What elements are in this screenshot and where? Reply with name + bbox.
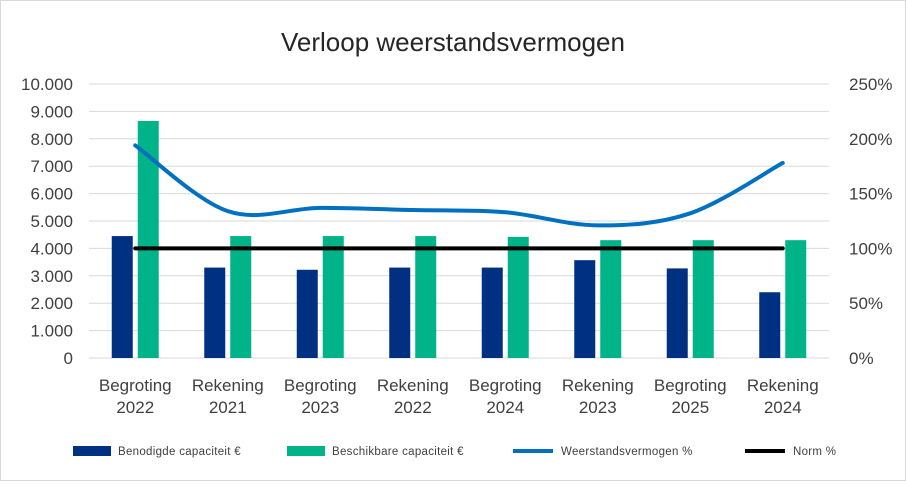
bar [296, 269, 318, 358]
right-tick-label: 100% [849, 239, 892, 258]
right-tick-label: 250% [849, 75, 892, 94]
legend-label: Beschikbare capaciteit € [332, 446, 464, 458]
category-label: Begroting 2025 [654, 376, 727, 417]
series-line [133, 143, 785, 228]
bar [785, 240, 807, 358]
category-label: Rekening 2024 [747, 376, 819, 417]
category-label: Rekening 2021 [192, 376, 264, 417]
bar [481, 267, 503, 358]
left-axis-ticks: 0 1.000 2.000 3.000 4.000 5.000 6.000 7.000 8.00… [21, 75, 73, 368]
bar-series [111, 120, 807, 359]
bar [389, 267, 411, 358]
right-tick-label: 0% [849, 349, 874, 368]
legend: Benodigde capaciteit € Beschikbare capaci… [73, 446, 836, 458]
chart-title: Verloop weerstandsvermogen [281, 27, 625, 57]
bar [759, 292, 781, 358]
category-label: Rekening 2022 [377, 376, 449, 417]
bar [322, 236, 344, 358]
left-tick-label: 0 [64, 349, 73, 368]
bar [111, 236, 133, 358]
bar [666, 268, 688, 358]
legend-label: Norm % [793, 446, 836, 458]
bar [507, 236, 529, 358]
bar [415, 236, 437, 358]
bar [692, 240, 714, 358]
left-tick-label: 5.000 [30, 212, 73, 231]
category-label: Begroting 2023 [284, 376, 357, 417]
category-labels: Begroting 2022 Rekening 2021 Begroting 2023 Re… [99, 376, 819, 417]
grid-lines [89, 83, 829, 359]
left-tick-label: 3.000 [30, 267, 73, 286]
left-tick-label: 4.000 [30, 239, 73, 258]
category-label: Rekening 2023 [562, 376, 634, 417]
legend-swatch [287, 446, 325, 456]
left-tick-label: 10.000 [21, 75, 73, 94]
bar [230, 236, 252, 358]
left-tick-label: 6.000 [30, 185, 73, 204]
bar [137, 120, 159, 359]
legend-label: Benodigde capaciteit € [118, 446, 241, 458]
bar [574, 260, 596, 358]
left-tick-label: 2.000 [30, 294, 73, 313]
right-tick-label: 50% [849, 294, 883, 313]
right-tick-label: 150% [849, 185, 892, 204]
legend-label: Weerstandsvermogen % [561, 446, 693, 458]
bar [600, 240, 622, 358]
line-series [133, 143, 785, 251]
left-tick-label: 9.000 [30, 102, 73, 121]
category-label: Begroting 2024 [469, 376, 542, 417]
legend-swatch [73, 446, 111, 456]
right-axis-ticks: 0% 50% 100% 150% 200% 250% [849, 75, 892, 368]
category-label: Begroting 2022 [99, 376, 172, 417]
left-tick-label: 1.000 [30, 322, 73, 341]
left-tick-label: 7.000 [30, 157, 73, 176]
bar [204, 267, 226, 358]
right-tick-label: 200% [849, 130, 892, 149]
left-tick-label: 8.000 [30, 130, 73, 149]
